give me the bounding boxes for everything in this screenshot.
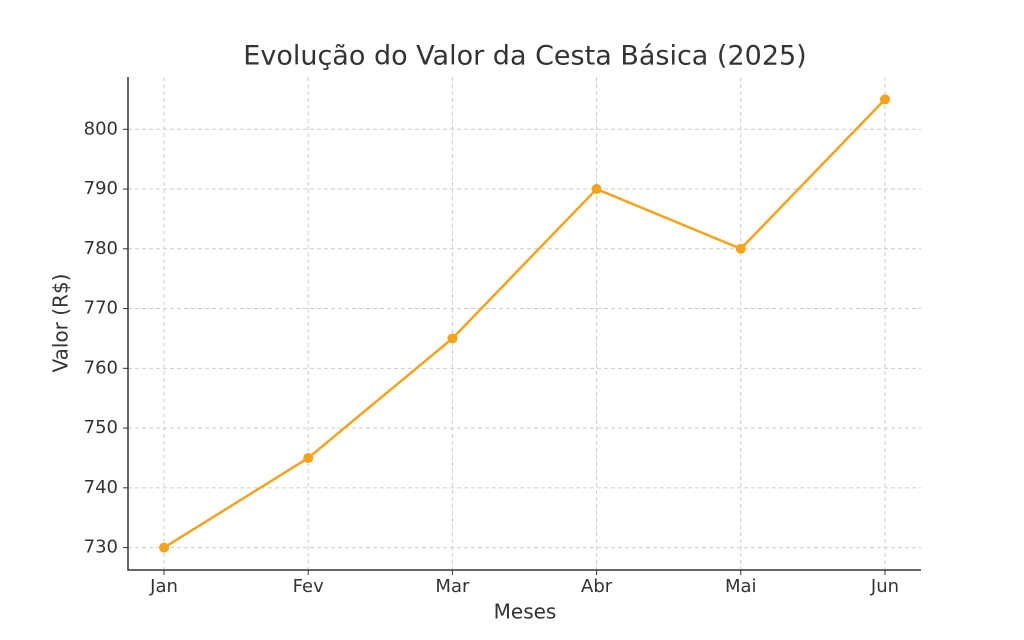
x-axis-label: Meses (494, 600, 557, 624)
marker (735, 243, 746, 254)
x-tick-label: Fev (293, 576, 324, 597)
y-tick-label: 760 (84, 357, 118, 378)
y-tick-label: 730 (84, 537, 118, 558)
x-tick-label: Mar (435, 576, 470, 597)
x-tick-label: Jan (149, 576, 178, 597)
marker (159, 542, 170, 553)
y-axis-label: Valor (R$) (49, 274, 73, 373)
y-tick-label: 780 (84, 238, 118, 259)
y-tick-label: 800 (84, 118, 118, 139)
y-tick-label: 740 (84, 477, 118, 498)
marker (591, 184, 602, 195)
marker (447, 333, 458, 344)
marker (879, 94, 890, 105)
axes (127, 77, 921, 571)
marker (303, 452, 314, 463)
y-tick-label: 790 (84, 178, 118, 199)
chart-title: Evolução do Valor da Cesta Básica (2025) (243, 41, 806, 72)
x-tick-label: Abr (581, 576, 613, 597)
line (163, 98, 886, 549)
y-tick-label: 770 (84, 298, 118, 319)
y-tick-label: 750 (84, 417, 118, 438)
x-tick-label: Mai (725, 576, 757, 597)
x-tick-label: Jun (870, 576, 899, 597)
